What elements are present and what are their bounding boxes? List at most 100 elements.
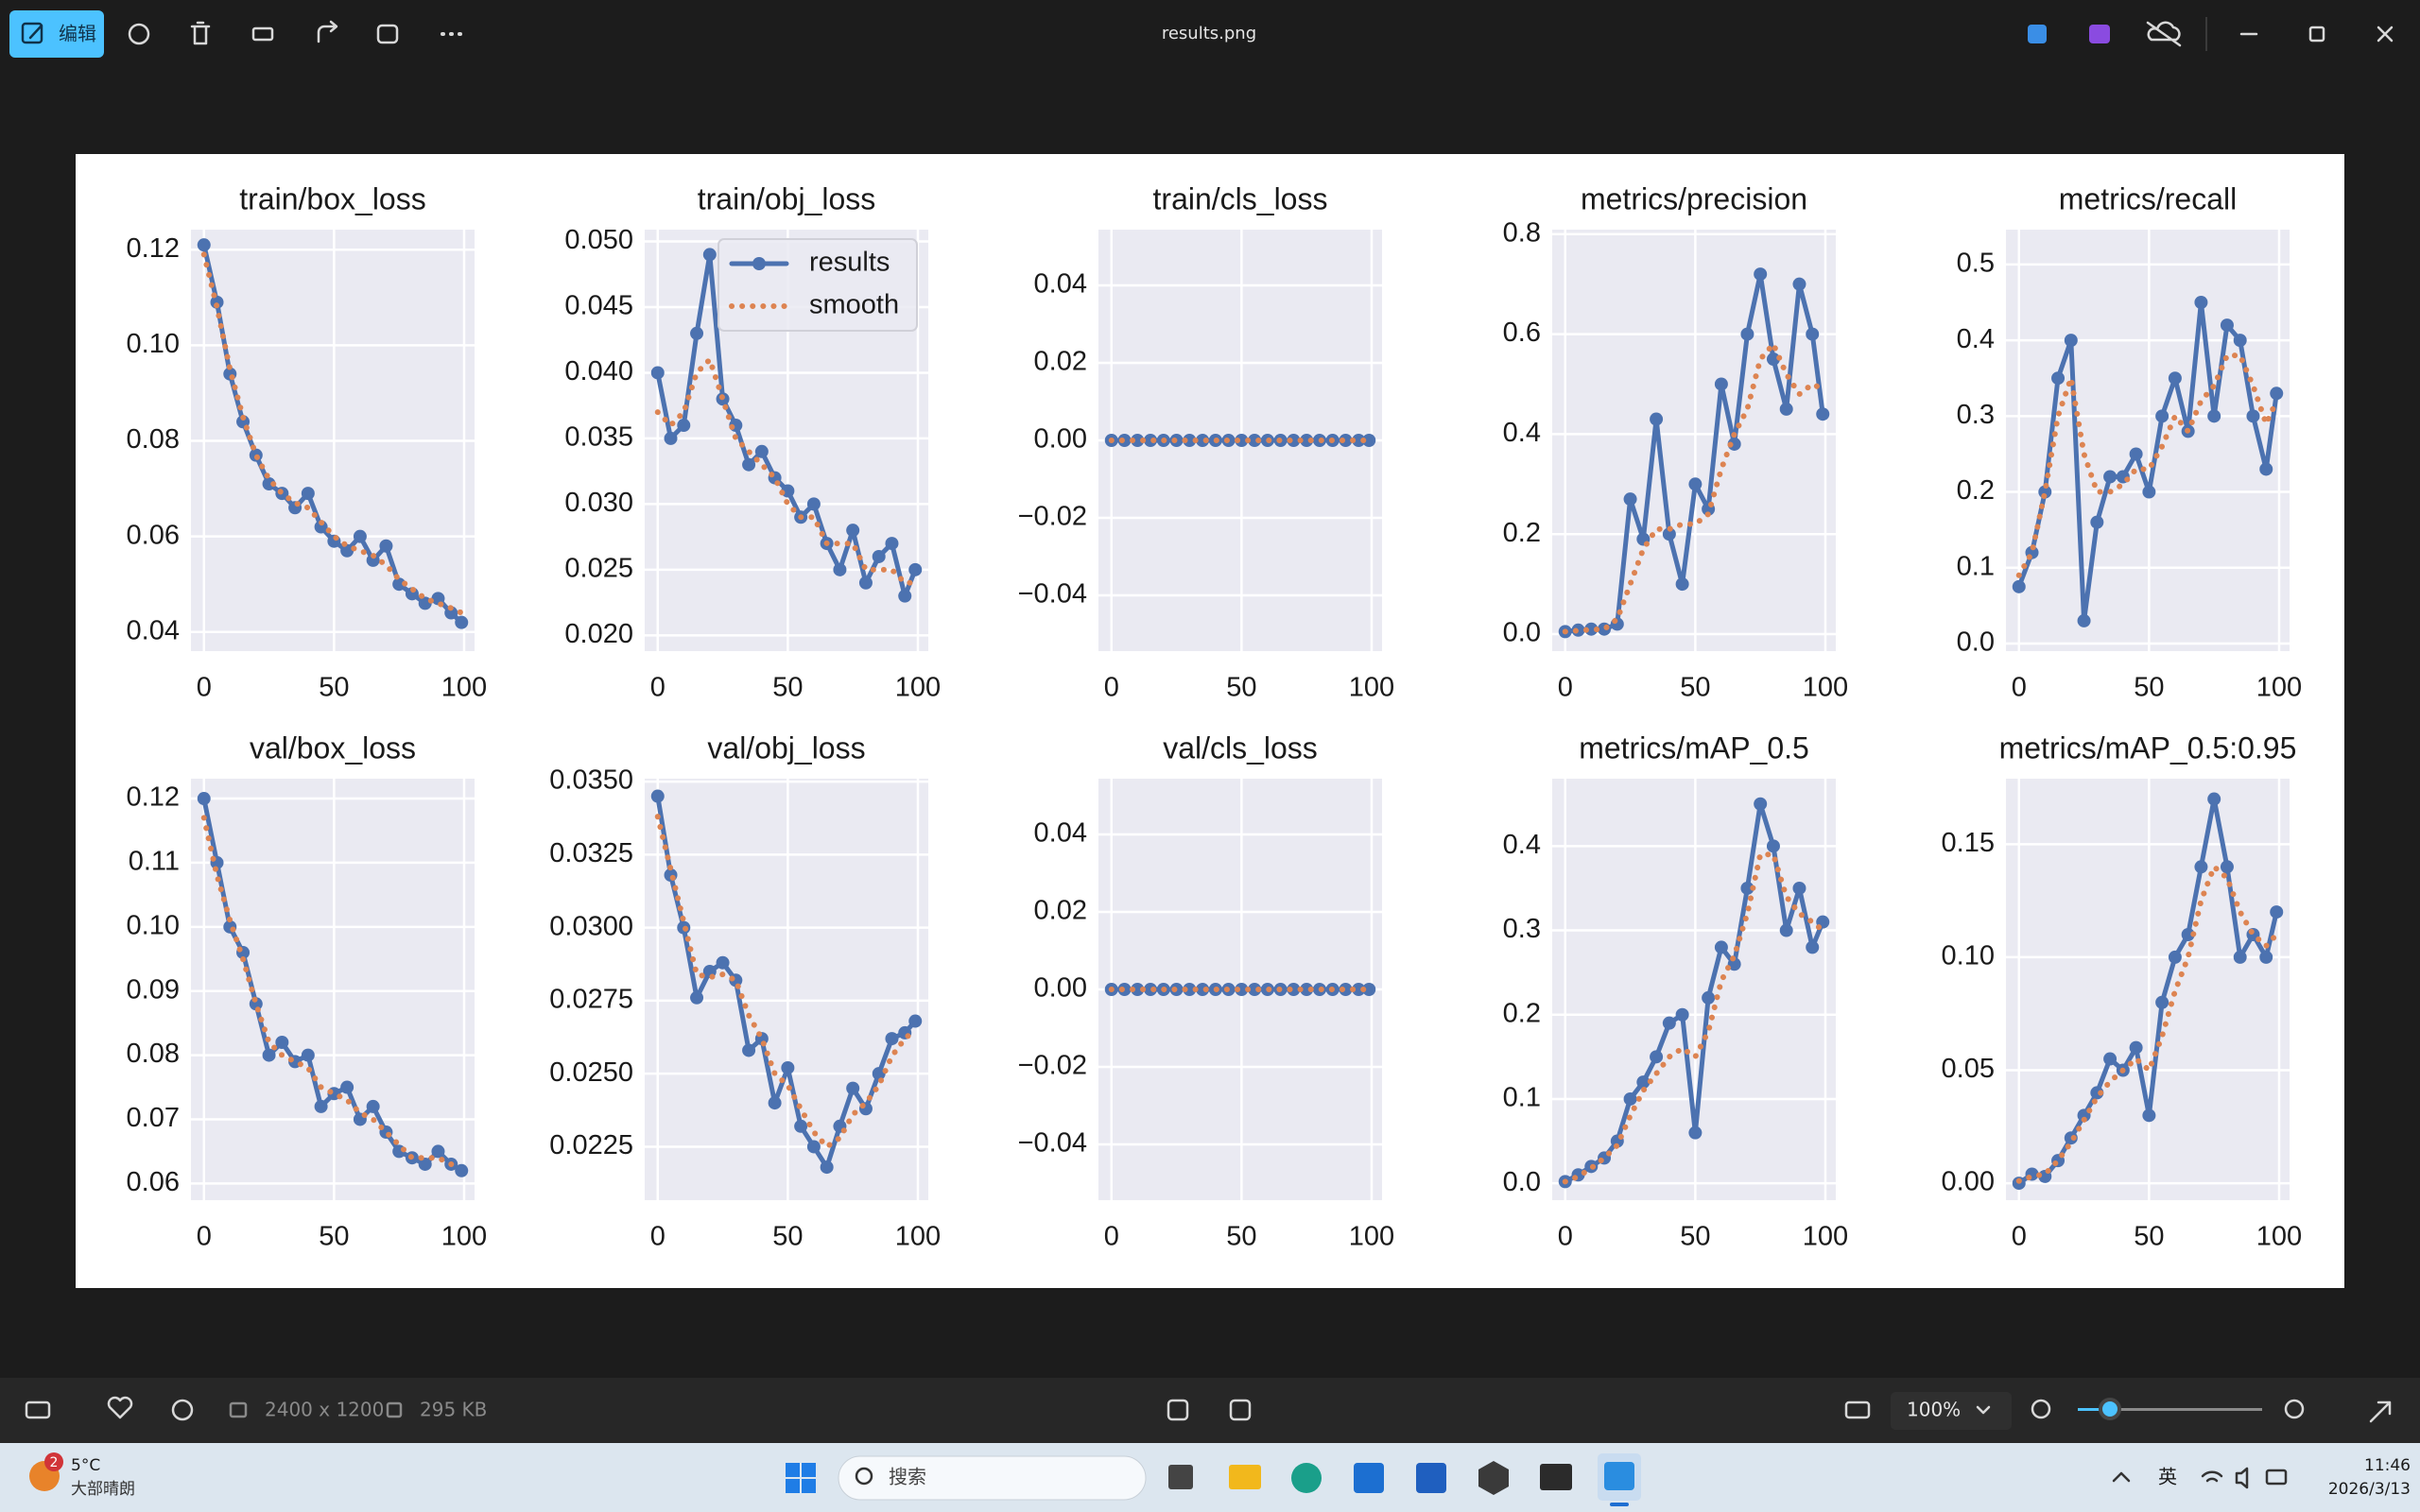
x-tick-label: 50: [319, 673, 349, 703]
data-point: [2233, 950, 2247, 964]
y-tick-label: 0.0250: [549, 1057, 633, 1088]
subplot: metrics/precision 0 50 100 0.0 0.2 0.4 0.6 0.8: [1503, 181, 1849, 702]
data-point: [2220, 860, 2234, 874]
subplot-title: metrics/mAP_0.5: [1579, 730, 1809, 765]
y-tick-label: 0.04: [1034, 269, 1087, 300]
start-button[interactable]: [786, 1463, 816, 1493]
data-point: [858, 576, 873, 590]
data-point: [2129, 447, 2143, 461]
data-point: [806, 1140, 821, 1154]
app-icon[interactable]: [2028, 25, 2047, 43]
tray-icons[interactable]: [2201, 1467, 2288, 1489]
y-tick-label: 0.12: [127, 782, 180, 813]
data-point: [262, 477, 276, 491]
zoom-box[interactable]: [1891, 1392, 2012, 1430]
subplot-title: val/cls_loss: [1163, 730, 1318, 765]
crop-icon[interactable]: [1167, 1399, 1189, 1421]
smooth-line: [654, 356, 919, 586]
x-tick-label: 100: [1349, 673, 1394, 703]
data-point: [366, 1099, 380, 1113]
y-tick-label: 0.04: [127, 615, 180, 645]
data-point: [1779, 923, 1793, 937]
clock-date: 2026/3/13: [2328, 1480, 2411, 1499]
app[interactable]: [1416, 1463, 1446, 1493]
app[interactable]: [1354, 1463, 1384, 1493]
close[interactable]: [2377, 26, 2394, 43]
data-point: [908, 1014, 923, 1028]
zoom-in[interactable]: [2284, 1399, 2305, 1419]
y-tick-label: −0.04: [1018, 1128, 1087, 1159]
data-point: [1662, 527, 1676, 541]
tray-expand[interactable]: [2112, 1471, 2131, 1483]
y-tick-label: 0.045: [564, 291, 633, 321]
y-tick-label: 0.08: [127, 424, 180, 455]
data-point: [754, 444, 769, 458]
zoom-thumb[interactable]: [2099, 1398, 2121, 1420]
app[interactable]: [1168, 1465, 1193, 1489]
delete-icon[interactable]: [190, 21, 211, 45]
ocr-icon[interactable]: [1229, 1399, 1252, 1421]
subplot: train/cls_loss 0 50 100 −0.04 −0.02 0.00 0.02 0.…: [1018, 181, 1395, 702]
x-tick-label: 100: [2256, 1222, 2302, 1252]
filmstrip-icon[interactable]: [25, 1400, 51, 1419]
subplot-title: val/box_loss: [250, 730, 416, 765]
edit-button[interactable]: [9, 10, 104, 58]
favorite-icon[interactable]: [107, 1396, 133, 1419]
data-point: [1144, 434, 1158, 447]
y-tick-label: 0.04: [1034, 818, 1087, 849]
zoom-out[interactable]: [2031, 1399, 2051, 1419]
print-icon[interactable]: [251, 26, 274, 42]
data-point: [2168, 950, 2182, 964]
y-tick-label: 0.10: [127, 329, 180, 359]
zoom-level: 100%: [1907, 1399, 1961, 1421]
y-tick-label: 0.0325: [549, 838, 633, 868]
app[interactable]: [1291, 1463, 1322, 1493]
weather-text: 大部晴朗: [71, 1480, 135, 1499]
info-icon[interactable]: [171, 1399, 194, 1421]
toolbar-icons: [128, 20, 462, 45]
data-point: [1144, 983, 1158, 996]
data-point: [820, 1160, 834, 1175]
data-point: [781, 484, 795, 498]
y-tick-label: −0.02: [1018, 1051, 1087, 1081]
zoom-dropdown[interactable]: [1976, 1405, 1991, 1415]
data-point: [1287, 434, 1301, 447]
app[interactable]: [1604, 1462, 1634, 1490]
app-icon[interactable]: [2089, 25, 2110, 43]
maximize[interactable]: [2308, 26, 2325, 43]
fullscreen[interactable]: [2369, 1400, 2392, 1423]
y-tick-label: 0.0: [1957, 627, 1995, 658]
data-point: [1196, 983, 1210, 996]
data-point: [2259, 462, 2273, 476]
app[interactable]: [1540, 1464, 1572, 1490]
y-tick-label: 0.0: [1503, 618, 1541, 648]
data-point: [2155, 409, 2169, 423]
subplot: train/box_loss 0 50 100 0.04 0.06 0.08 0.10 0.12: [127, 181, 488, 702]
data-point: [806, 497, 821, 511]
share-icon[interactable]: [317, 20, 338, 43]
data-point: [1287, 983, 1301, 996]
x-tick-label: 100: [2256, 673, 2302, 703]
ime[interactable]: 英: [2158, 1466, 2177, 1488]
data-point: [1779, 402, 1793, 416]
slideshow-icon[interactable]: [376, 24, 399, 44]
data-point: [301, 1048, 315, 1062]
rotate-icon[interactable]: [128, 23, 150, 45]
search-box[interactable]: [838, 1455, 1147, 1501]
app[interactable]: [1229, 1465, 1261, 1489]
legend-marker: [752, 257, 766, 270]
y-tick-label: 0.09: [127, 974, 180, 1005]
data-point: [1675, 577, 1689, 592]
y-tick-label: 0.06: [127, 1167, 180, 1197]
data-point: [1662, 1016, 1676, 1030]
data-point: [340, 1080, 354, 1094]
data-point: [392, 577, 406, 592]
data-point: [1650, 1050, 1664, 1064]
x-tick-label: 100: [1803, 1222, 1848, 1252]
app[interactable]: [1478, 1461, 1509, 1495]
file-size: 295 KB: [420, 1399, 487, 1421]
subplot-title: train/box_loss: [239, 181, 425, 215]
y-tick-label: 0.11: [129, 847, 180, 877]
cloud-icon[interactable]: [2146, 21, 2182, 47]
fit-icon[interactable]: [1844, 1400, 1871, 1419]
